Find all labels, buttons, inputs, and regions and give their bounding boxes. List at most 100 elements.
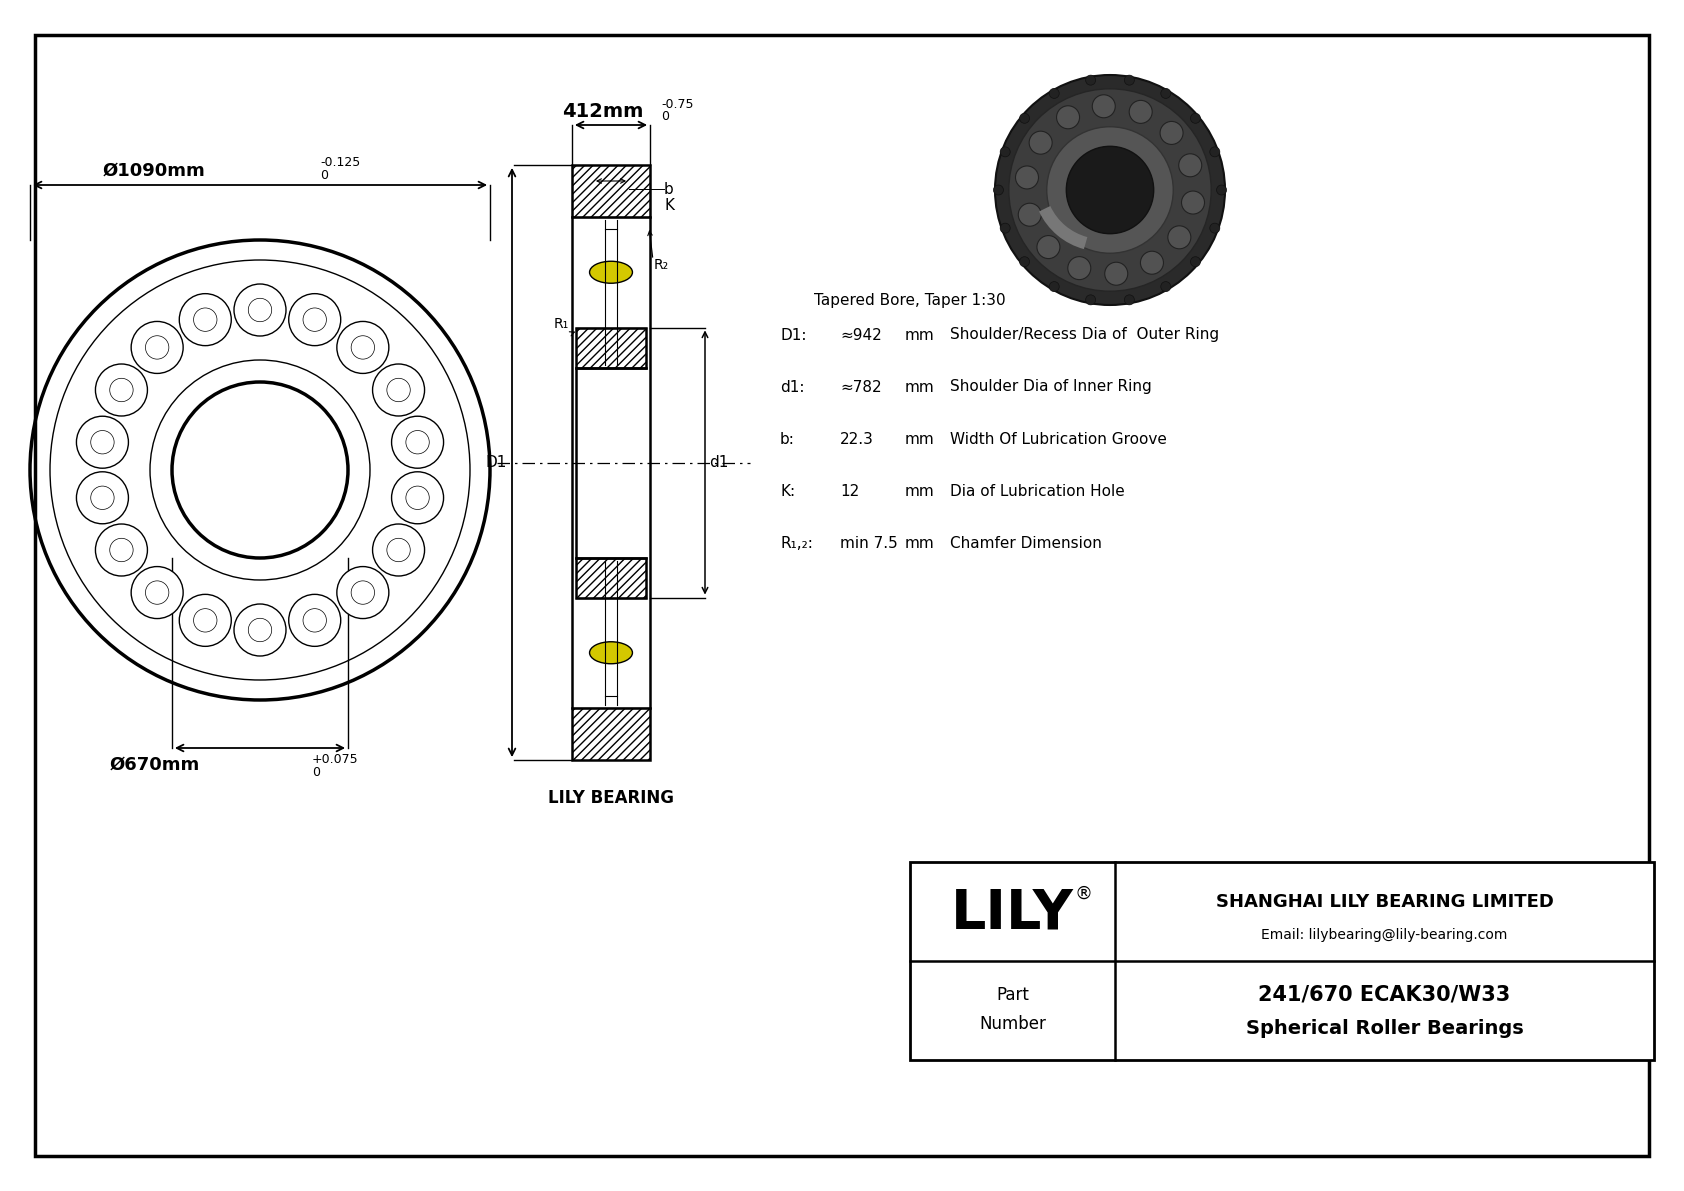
Circle shape — [1179, 154, 1202, 176]
Circle shape — [1216, 185, 1226, 195]
Text: Number: Number — [978, 1016, 1046, 1034]
Text: Part: Part — [995, 986, 1029, 1004]
Circle shape — [1049, 88, 1059, 99]
Circle shape — [1029, 131, 1052, 154]
Text: D1: D1 — [485, 455, 507, 470]
Text: d1:: d1: — [780, 380, 805, 394]
Circle shape — [1047, 126, 1174, 254]
Circle shape — [1049, 281, 1059, 292]
Text: b:: b: — [780, 431, 795, 447]
Circle shape — [96, 524, 148, 576]
Ellipse shape — [589, 261, 633, 283]
Text: ≈942: ≈942 — [840, 328, 882, 343]
Circle shape — [1167, 226, 1191, 249]
Text: K: K — [663, 198, 674, 212]
Circle shape — [1015, 166, 1039, 189]
Text: R₂: R₂ — [653, 258, 669, 272]
Circle shape — [1037, 236, 1059, 258]
Circle shape — [1000, 223, 1010, 233]
Text: 0: 0 — [662, 110, 669, 123]
Text: mm: mm — [904, 536, 935, 550]
Circle shape — [1191, 257, 1201, 267]
Bar — [576, 328, 647, 368]
Text: 241/670 ECAK30/W33: 241/670 ECAK30/W33 — [1258, 985, 1511, 1005]
Circle shape — [372, 364, 424, 416]
Circle shape — [76, 416, 128, 468]
Circle shape — [1160, 281, 1170, 292]
Text: mm: mm — [904, 380, 935, 394]
Text: -0.75: -0.75 — [662, 98, 694, 111]
Circle shape — [179, 594, 231, 647]
Text: SHANGHAI LILY BEARING LIMITED: SHANGHAI LILY BEARING LIMITED — [1216, 892, 1553, 911]
Circle shape — [1209, 146, 1219, 157]
Circle shape — [96, 364, 148, 416]
Circle shape — [179, 294, 231, 345]
Text: Shoulder Dia of Inner Ring: Shoulder Dia of Inner Ring — [950, 380, 1152, 394]
Circle shape — [1209, 223, 1219, 233]
Circle shape — [392, 416, 443, 468]
Text: d1: d1 — [709, 455, 729, 470]
Circle shape — [1086, 75, 1096, 85]
Circle shape — [1105, 262, 1128, 285]
Circle shape — [337, 322, 389, 374]
Text: mm: mm — [904, 484, 935, 499]
Text: 22.3: 22.3 — [840, 431, 874, 447]
Text: R₁: R₁ — [554, 318, 569, 331]
Text: 12: 12 — [840, 484, 859, 499]
Text: Chamfer Dimension: Chamfer Dimension — [950, 536, 1101, 550]
Circle shape — [131, 567, 184, 618]
Text: +0.075: +0.075 — [312, 753, 359, 766]
Bar — [573, 707, 650, 760]
Circle shape — [1086, 295, 1096, 305]
Circle shape — [994, 185, 1004, 195]
Text: Width Of Lubrication Groove: Width Of Lubrication Groove — [950, 431, 1167, 447]
Text: Email: lilybearing@lily-bearing.com: Email: lilybearing@lily-bearing.com — [1261, 928, 1507, 942]
Text: ®: ® — [1074, 885, 1093, 903]
Text: LILY BEARING: LILY BEARING — [547, 788, 674, 807]
Circle shape — [1130, 100, 1152, 124]
Circle shape — [1125, 75, 1135, 85]
Circle shape — [234, 604, 286, 656]
Text: R₁,₂:: R₁,₂: — [780, 536, 813, 550]
Text: Ø1090mm: Ø1090mm — [103, 162, 205, 180]
Text: Tapered Bore, Taper 1:30: Tapered Bore, Taper 1:30 — [813, 293, 1005, 307]
Circle shape — [1000, 146, 1010, 157]
Circle shape — [1019, 113, 1029, 124]
Circle shape — [1140, 251, 1164, 274]
Circle shape — [1191, 113, 1201, 124]
Circle shape — [1056, 106, 1079, 129]
Text: 0: 0 — [312, 766, 320, 779]
Circle shape — [1182, 191, 1204, 214]
Text: min 7.5: min 7.5 — [840, 536, 898, 550]
Text: Spherical Roller Bearings: Spherical Roller Bearings — [1246, 1018, 1524, 1037]
Circle shape — [131, 322, 184, 374]
Circle shape — [288, 294, 340, 345]
Text: 0: 0 — [320, 169, 328, 182]
Circle shape — [1066, 146, 1154, 233]
Circle shape — [76, 472, 128, 524]
Text: mm: mm — [904, 328, 935, 343]
Circle shape — [1068, 256, 1091, 280]
Text: ≈782: ≈782 — [840, 380, 882, 394]
Text: Ø670mm: Ø670mm — [109, 756, 200, 774]
Circle shape — [995, 75, 1224, 305]
Circle shape — [372, 524, 424, 576]
Text: mm: mm — [904, 431, 935, 447]
Circle shape — [1019, 204, 1041, 226]
Text: D1:: D1: — [780, 328, 807, 343]
Text: Dia of Lubrication Hole: Dia of Lubrication Hole — [950, 484, 1125, 499]
Text: b: b — [663, 181, 674, 197]
Text: LILY: LILY — [951, 886, 1074, 941]
Bar — [909, 862, 1654, 1060]
Circle shape — [1009, 89, 1211, 292]
Text: 412mm: 412mm — [562, 102, 643, 121]
Bar — [573, 166, 650, 217]
Circle shape — [1160, 121, 1184, 144]
Circle shape — [337, 567, 389, 618]
Circle shape — [1019, 257, 1029, 267]
Circle shape — [234, 283, 286, 336]
Text: -0.125: -0.125 — [320, 156, 360, 169]
Text: K:: K: — [780, 484, 795, 499]
Circle shape — [1093, 95, 1115, 118]
Bar — [576, 557, 647, 598]
